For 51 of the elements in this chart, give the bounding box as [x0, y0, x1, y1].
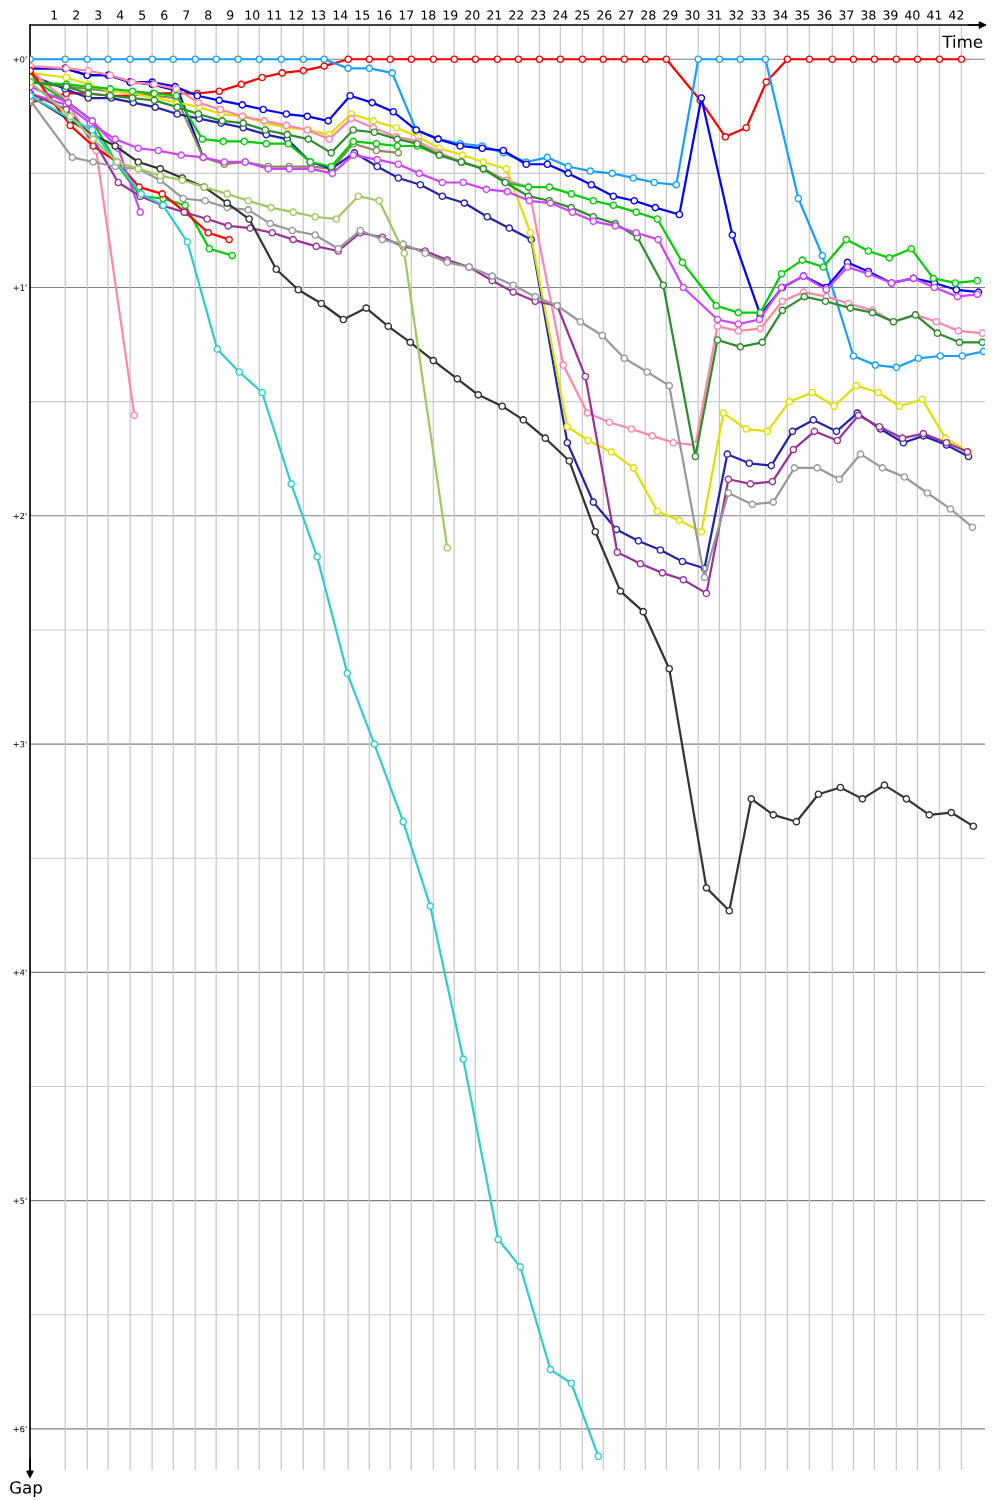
- x-tick-label: 33: [751, 10, 766, 20]
- x-tick-label: 36: [817, 10, 832, 20]
- x-tick-label: 17: [399, 10, 414, 20]
- x-tick-label: 42: [949, 10, 964, 20]
- x-tick-label: 14: [333, 10, 348, 20]
- x-tick-label: 4: [116, 10, 124, 20]
- x-tick-label: 18: [421, 10, 436, 20]
- x-tick-label: 15: [355, 10, 370, 20]
- x-tick-label: 19: [443, 10, 458, 20]
- x-tick-label: 8: [205, 10, 212, 20]
- y-tick-label: +5': [13, 1197, 27, 1204]
- y-tick-label: +6': [13, 1425, 27, 1433]
- x-tick-label: 3: [95, 10, 102, 20]
- y-axis-title: Gap: [10, 1481, 42, 1497]
- x-tick-label: 35: [795, 10, 810, 20]
- x-tick-label: 30: [685, 10, 700, 20]
- x-tick-label: 25: [575, 10, 590, 20]
- x-tick-label: 1: [51, 10, 58, 20]
- x-tick-label: 28: [641, 10, 656, 20]
- x-tick-label: 32: [729, 10, 744, 20]
- x-tick-label: 7: [183, 10, 190, 20]
- x-tick-label: 12: [289, 10, 303, 20]
- x-tick-label: 34: [773, 10, 788, 20]
- y-tick-label: +3': [13, 741, 27, 748]
- y-tick-label: +4': [13, 969, 27, 976]
- x-tick-label: 5: [139, 10, 146, 20]
- x-tick-label: 37: [839, 10, 854, 20]
- x-tick-label: 23: [531, 10, 546, 20]
- x-tick-label: 13: [311, 10, 326, 20]
- y-tick-label: +2': [13, 512, 27, 519]
- x-tick-label: 29: [663, 10, 678, 20]
- y-tick-label: +0': [13, 56, 27, 63]
- x-tick-label: 20: [465, 10, 480, 20]
- x-tick-label: 41: [927, 10, 942, 20]
- x-tick-label: 27: [619, 10, 634, 20]
- x-tick-label: 24: [553, 10, 568, 20]
- x-tick-label: 2: [73, 10, 79, 20]
- x-tick-label: 31: [707, 10, 722, 20]
- x-tick-label: 21: [487, 10, 502, 20]
- x-tick-label: 11: [267, 10, 282, 20]
- x-tick-label: 22: [509, 10, 523, 20]
- x-tick-label: 9: [227, 10, 234, 20]
- x-tick-label: 10: [245, 10, 260, 20]
- x-tick-label: 6: [161, 10, 168, 20]
- x-tick-label: 39: [883, 10, 898, 20]
- x-axis-title: Time: [942, 35, 983, 49]
- x-tick-label: 26: [597, 10, 612, 20]
- y-tick-label: +1': [13, 284, 27, 291]
- x-tick-label: 40: [905, 10, 920, 20]
- x-tick-label: 16: [377, 10, 392, 20]
- x-tick-label: 38: [861, 10, 876, 20]
